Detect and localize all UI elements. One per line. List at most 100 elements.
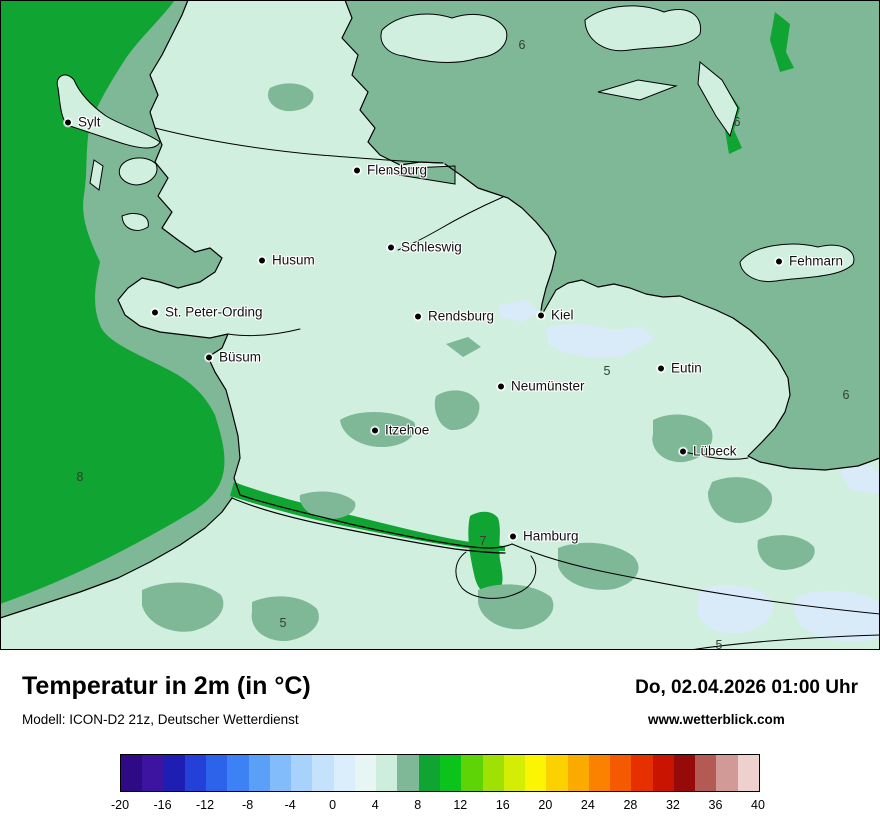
temperature-value: 7: [479, 534, 487, 548]
coastline-elbe-south: [0, 497, 233, 619]
colorbar-segment: [418, 755, 440, 791]
temperature-value: 6: [842, 388, 850, 402]
warm-water-patch: [770, 12, 794, 72]
north-sea: [0, 0, 225, 604]
colorbar-tick-label: 24: [580, 798, 595, 812]
city-label: Flensburg: [367, 162, 428, 178]
colorbar-segment: [206, 755, 228, 791]
elbe-river-east: [511, 543, 880, 615]
trave-river: [683, 451, 749, 460]
cold-spot: [697, 585, 774, 634]
colorbar-segment: [312, 755, 334, 791]
colorbar-tick-label: -12: [196, 798, 215, 812]
footer: Temperatur in 2m (in °C) Do, 02.04.2026 …: [0, 650, 880, 830]
colorbar-segment: [673, 755, 696, 791]
colorbar-segment: [546, 755, 568, 791]
danish-island: [584, 5, 702, 52]
city-marker-rendsburg: Rendsburg: [414, 309, 494, 324]
temperature-value: 8: [76, 470, 84, 484]
temperature-value: 5: [603, 364, 611, 378]
city-dot: [258, 256, 266, 264]
danish-island: [380, 13, 508, 63]
city-marker-husum: Husum: [258, 253, 315, 268]
colorbar-tick-label: -4: [284, 798, 296, 812]
colorbar-tick-label: 16: [495, 798, 510, 812]
colorbar-tick-label: 20: [538, 798, 553, 812]
cold-spot: [840, 464, 879, 494]
city-dot: [64, 118, 72, 126]
cool-land-patch: [446, 337, 481, 357]
colorbar-segment: [121, 755, 143, 791]
sylt-island: [56, 74, 161, 149]
colorbar-segment: [163, 755, 185, 791]
city-marker-itzehoe: Itzehoe: [371, 423, 429, 438]
city-marker-st-peter-ording: St. Peter-Ording: [151, 305, 263, 320]
weather-map: 6 6 8 5 6 5 7 5 Sylt Flensburg Husum Schleswig St. …: [0, 0, 880, 652]
colorbar-segment: [333, 755, 355, 791]
elbe-south-bank: [231, 497, 506, 554]
city-label: Hamburg: [523, 528, 579, 544]
border-denmark: [154, 127, 444, 164]
colorbar-tick-label: 0: [329, 798, 337, 812]
temperature-value: 5: [279, 616, 287, 630]
elbe-north-bank: [239, 494, 513, 549]
city-marker-sylt: Sylt: [64, 115, 101, 130]
city-marker-fehmarn: Fehmarn: [775, 254, 843, 269]
colorbar-segment: [737, 755, 759, 791]
city-marker-eutin: Eutin: [657, 361, 702, 376]
cool-land-patch: [558, 542, 639, 590]
city-dot: [371, 426, 379, 434]
cool-land-patch: [251, 596, 319, 642]
colorbar-segment: [503, 755, 526, 791]
website-url: www.wetterblick.com: [648, 712, 785, 727]
forecast-datetime: Do, 02.04.2026 01:00 Uhr: [635, 677, 858, 698]
model-info: Modell: ICON-D2 21z, Deutscher Wetterdie…: [22, 712, 299, 727]
colorbar-tick-label: 4: [371, 798, 379, 812]
city-dot: [657, 364, 665, 372]
city-marker-flensburg: Flensburg: [353, 163, 427, 178]
flensburg-fjord: [367, 165, 456, 185]
city-label: Rendsburg: [428, 308, 495, 324]
coastline-baltic: [444, 163, 880, 471]
colorbar-segment: [482, 755, 504, 791]
city-dot: [775, 257, 783, 265]
colorbar-tick-label: -8: [242, 798, 254, 812]
cool-land-patch: [707, 477, 773, 523]
colorbar-segment: [227, 755, 249, 791]
colorbar-segment: [695, 755, 717, 791]
temperature-value: 5: [715, 638, 723, 652]
city-dot: [205, 353, 213, 361]
tidal-flats: [106, 240, 144, 290]
city-label: Schleswig: [401, 239, 462, 255]
city-label: Büsum: [219, 349, 262, 365]
colorbar-tick-label: 36: [708, 798, 723, 812]
city-label: Fehmarn: [789, 253, 844, 269]
coastline-danish-baltic: [341, 0, 444, 166]
map-title: Temperatur in 2m (in °C): [22, 672, 311, 700]
city-dot: [679, 447, 687, 455]
pellworm-island: [121, 213, 149, 231]
city-dot: [509, 532, 517, 540]
colorbar-segment: [439, 755, 462, 791]
schlei-inlet: [397, 196, 504, 251]
city-label: St. Peter-Ording: [165, 304, 263, 320]
cold-spot: [793, 590, 879, 642]
colorbar-tick-label: 40: [751, 798, 765, 812]
city-dot: [537, 311, 545, 319]
city-dot: [497, 382, 505, 390]
colorbar-segment: [248, 755, 270, 791]
city-label: Husum: [272, 252, 315, 268]
colorbar-segment: [354, 755, 377, 791]
city-label: Sylt: [78, 114, 101, 130]
colorbar-segment: [184, 755, 207, 791]
elbe-hamburg-water: [468, 511, 503, 596]
colorbar-segment: [525, 755, 547, 791]
city-marker-schleswig: Schleswig: [387, 240, 462, 255]
amrum-island: [89, 159, 104, 191]
temperature-value: 6: [518, 38, 526, 52]
colorbar-segment: [652, 755, 674, 791]
cool-land-patch: [478, 584, 554, 630]
eider-river: [227, 328, 301, 337]
cold-spot: [498, 300, 539, 322]
colorbar-segment: [142, 755, 164, 791]
